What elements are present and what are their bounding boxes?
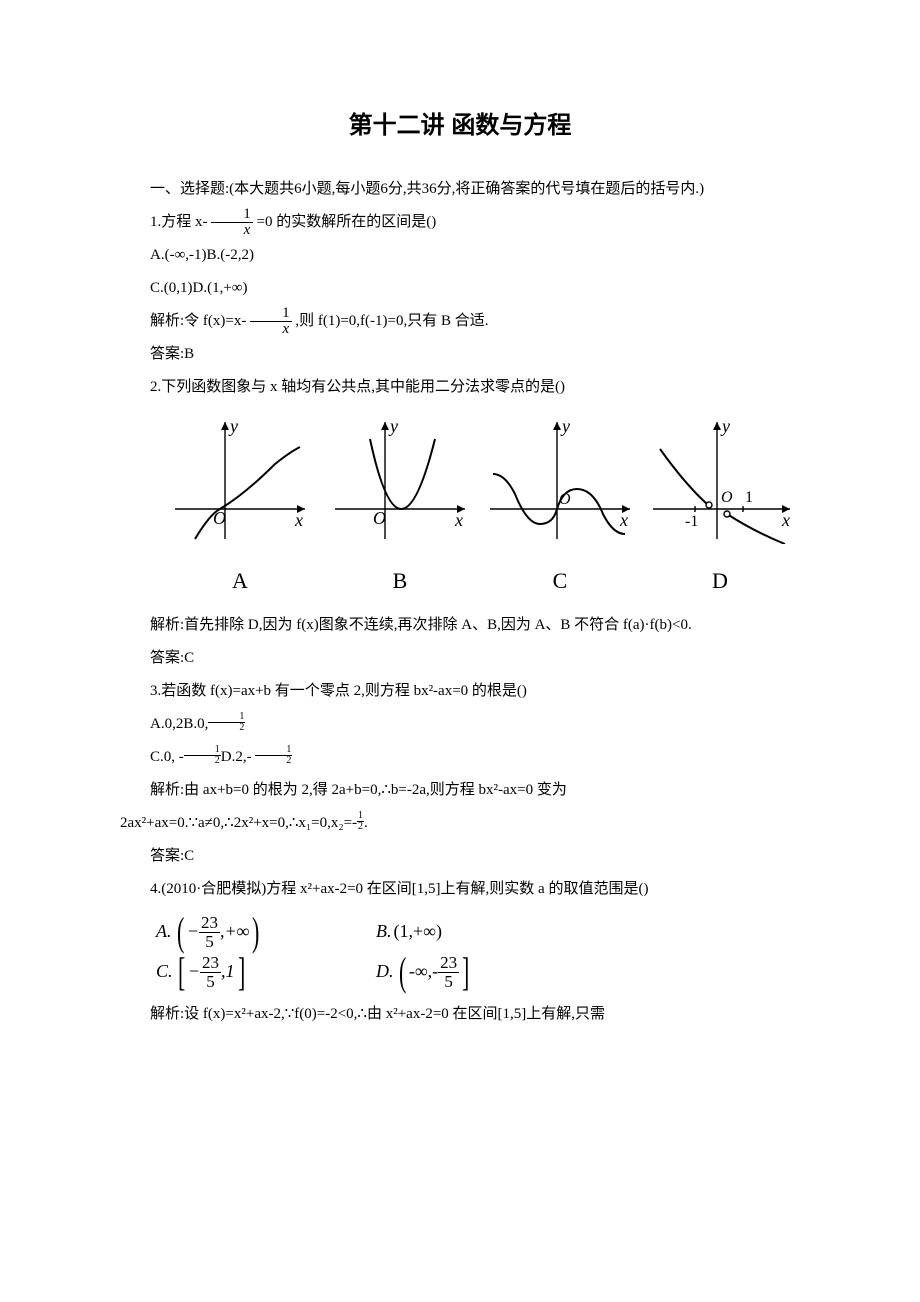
q1-expl-b: ,则 f(1)=0,f(-1)=0,只有 B 合适. [295,313,488,329]
q2-graph-b: y x O B [325,414,475,605]
q2-graph-a-svg: y x O [165,414,315,544]
q2-graph-d-svg: y x O -1 1 [645,414,795,544]
close-paren-icon: ) [252,912,259,952]
q4-optB-label: B. [376,912,392,952]
q4-optB: B. (1,+∞) [376,912,596,952]
q4-C-den: 5 [200,973,221,991]
q2-label-b: B [325,557,475,605]
open-paren-icon: ( [176,912,183,952]
q1-expl-frac: 1 x [250,306,292,337]
q1-frac-num: 1 [211,207,253,223]
svg-text:y: y [560,416,570,436]
q2-label-a: A [165,557,315,605]
q3-optC-frac: 12 [184,745,221,766]
q4-explain: 解析:设 f(x)=x²+ax-2,∵f(0)=-2<0,∴由 x²+ax-2=… [120,998,800,1031]
q4-C-frac: 235 [200,954,221,991]
svg-text:x: x [454,510,463,530]
q3-expl2-a: 2ax²+ax=0.∵a≠0,∴2x²+x=0,∴x₁=0,x₂=- [120,815,357,831]
q1-answer: 答案:B [120,338,800,371]
q2-graph-b-svg: y x O [325,414,475,544]
q1-stem-a: 1.方程 x- [150,214,208,230]
q4-options: A. ( − 235 ,+∞ ) B. (1,+∞) C. [ − 235 ,1… [156,912,800,992]
q3-optD-den: 2 [255,756,292,766]
q4-optA-label: A. [156,912,172,952]
q1-expl-frac-num: 1 [250,306,292,322]
q1-stem-b: =0 的实数解所在的区间是() [257,214,437,230]
svg-text:O: O [213,508,226,528]
section-intro: 一、选择题:(本大题共6小题,每小题6分,共36分,将正确答案的代号填在题后的括… [120,173,800,206]
svg-text:O: O [721,489,733,506]
svg-text:-1: -1 [685,513,698,530]
open-paren-icon-2: ( [398,952,405,992]
q4-optC-label: C. [156,952,173,992]
q3-optC-pre: C.0, - [150,749,184,765]
q4-A-frac: 235 [199,914,220,951]
q2-label-d: D [645,557,795,605]
q2-graph-d: y x O -1 1 D [645,414,795,605]
q1-frac-den: x [211,223,253,238]
q4-D-pre: -∞,- [409,952,438,992]
q3-expl2-den: 2 [357,822,364,832]
svg-text:y: y [228,416,238,436]
svg-text:O: O [373,508,386,528]
open-bracket-icon: [ [178,952,185,992]
q1-expl-a: 解析:令 f(x)=x- [150,313,246,329]
q4-A-den: 5 [199,933,220,951]
svg-text:x: x [294,510,303,530]
q1-optC: C.(0,1)D.(1,+∞) [120,272,800,305]
close-bracket-icon-2: ] [462,952,469,992]
q2-graph-row: y x O A y x O B y x O [160,414,800,605]
svg-text:y: y [720,416,730,436]
q4-optC: C. [ − 235 ,1 ] [156,952,376,992]
q3-optA-frac: 12 [208,712,245,733]
close-bracket-icon: ] [237,952,244,992]
q4-D-frac: 235 [438,954,459,991]
q4-stem: 4.(2010·合肥模拟)方程 x²+ax-2=0 在区间[1,5]上有解,则实… [120,873,800,906]
q4-A-num: 23 [199,914,220,933]
q3-explain: 解析:由 ax+b=0 的根为 2,得 2a+b=0,∴b=-2a,则方程 bx… [120,774,800,807]
q1-frac: 1 x [211,207,253,238]
q4-optD-label: D. [376,952,394,992]
q3-stem: 3.若函数 f(x)=ax+b 有一个零点 2,则方程 bx²-ax=0 的根是… [120,675,800,708]
q3-optA: A.0,2B.0,12 [120,708,800,741]
q3-optC-den: 2 [184,756,221,766]
q4-optA: A. ( − 235 ,+∞ ) [156,912,376,952]
q3-optC-mid: D.2,- [221,749,256,765]
q2-graph-a: y x O A [165,414,315,605]
svg-text:x: x [619,510,628,530]
q2-graph-c: y x O C [485,414,635,605]
svg-text:1: 1 [745,489,753,506]
q1-explain: 解析:令 f(x)=x- 1 x ,则 f(1)=0,f(-1)=0,只有 B … [120,305,800,338]
q2-explain: 解析:首先排除 D,因为 f(x)图象不连续,再次排除 A、B,因为 A、B 不… [120,609,800,642]
q4-B-text: (1,+∞) [394,912,442,952]
q4-A-tail: ,+∞ [220,912,249,952]
svg-text:y: y [388,416,398,436]
q4-C-tail: ,1 [221,952,235,992]
q2-answer: 答案:C [120,642,800,675]
q3-optA-pre: A.0,2B.0, [150,716,208,732]
q3-optD-frac: 12 [255,745,292,766]
q4-optD: D. ( -∞,- 235 ] [376,952,596,992]
q4-D-den: 5 [438,973,459,991]
q3-expl2-b: . [364,815,368,831]
q1-expl-frac-den: x [250,322,292,337]
page-title: 第十二讲 函数与方程 [120,100,800,153]
q2-stem: 2.下列函数图象与 x 轴均有公共点,其中能用二分法求零点的是() [120,371,800,404]
q4-C-num: 23 [200,954,221,973]
q3-optC: C.0, -12D.2,- 12 [120,741,800,774]
q3-expl2-frac: 12 [357,811,364,832]
q3-answer: 答案:C [120,840,800,873]
q3-optA-den: 2 [208,723,245,733]
q2-label-c: C [485,557,635,605]
q1-optA: A.(-∞,-1)B.(-2,2) [120,239,800,272]
svg-text:x: x [781,510,790,530]
q3-explain2: 2ax²+ax=0.∵a≠0,∴2x²+x=0,∴x₁=0,x₂=-12. [120,807,800,840]
q2-graph-c-svg: y x O [485,414,635,544]
q1-stem: 1.方程 x- 1 x =0 的实数解所在的区间是() [120,206,800,239]
q4-D-num: 23 [438,954,459,973]
